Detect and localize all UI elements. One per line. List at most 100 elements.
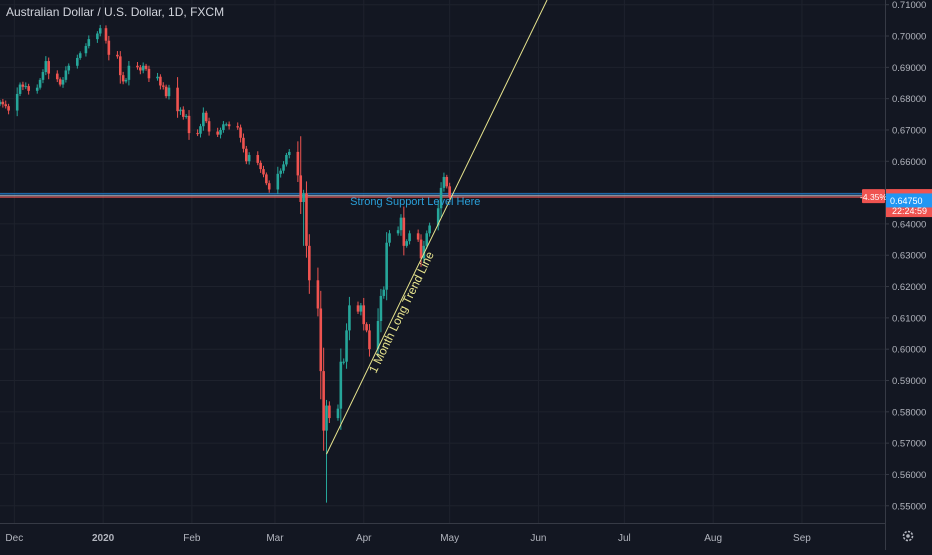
candle-body [245,148,248,162]
candle [267,180,271,193]
candle-body [78,53,82,58]
support-lines [0,193,885,198]
candle-body [127,65,131,80]
candle [382,286,386,299]
candle [35,84,39,94]
candle-body [207,121,211,132]
candle [236,122,240,130]
candle-body [156,76,159,79]
price-tick-label: 0.69000 [892,63,926,74]
candle-body [184,115,188,117]
candle-body [176,87,179,112]
candle-body [161,85,165,87]
candle-body [136,65,139,68]
candle-body [276,173,280,190]
candle [296,141,300,182]
candle-body [61,79,65,85]
candle [428,222,431,237]
candle-body [322,371,325,431]
candle [136,62,139,70]
candle [388,230,391,247]
candle-body [47,61,50,74]
candle [379,288,383,333]
candle [147,65,151,82]
candle-body [84,46,88,54]
candle [159,74,162,90]
candle-body [396,230,400,234]
candle-body [267,183,271,190]
candle-body [368,330,371,350]
time-axis: Dec 2020 Feb Mar Apr May Jun Jul Aug Sep [0,523,885,550]
candle-body [18,84,22,94]
candle-body [282,164,285,171]
candle [448,182,451,202]
candle-body [428,225,431,234]
time-axis-background [0,523,885,550]
candle-body [265,174,268,184]
candle-body [118,56,122,76]
candle [348,296,351,341]
candle-body [27,86,30,91]
candle [362,297,366,331]
time-tick-label: Jul [618,533,631,544]
candle [167,84,171,100]
candle-body [442,176,446,188]
candle [164,84,168,99]
change-label-bg [862,189,885,204]
candle [356,301,360,314]
candle-body [356,305,360,312]
candle [247,152,251,165]
gear-hub [906,534,910,538]
candle-body [67,65,71,71]
candle [328,401,331,424]
candle-body [41,72,45,80]
candle-body [405,241,408,246]
candle [41,69,45,84]
candle-body [124,79,128,82]
price-tick-label: 0.56000 [892,470,926,481]
candle [385,232,388,301]
candle-body [425,233,429,246]
candle [336,404,340,421]
candle-body [402,217,406,246]
candle [325,399,328,503]
candle-body [139,67,142,71]
candle-body [382,289,386,296]
candle-body [196,133,199,135]
candle [182,106,185,120]
candle [47,57,50,80]
candle [408,230,411,245]
candle-body [262,169,265,175]
candle-body [388,233,391,243]
candle-body [0,101,2,105]
grid [0,0,885,523]
time-tick-label: Feb [183,533,201,544]
candle-body [299,175,303,202]
candle [422,240,426,263]
candle [144,63,148,71]
candle-body [76,57,79,66]
candle [202,107,205,131]
candle [396,226,400,236]
candle-body [285,155,288,165]
candle-body [58,79,62,85]
candle [139,64,142,75]
candle-body [436,208,440,226]
candle [124,77,128,84]
candle-body [35,87,39,91]
candle [216,127,219,138]
candle-body [182,109,185,117]
candle-body [408,233,411,242]
candle-body [385,242,388,290]
settings-gear-icon[interactable] [902,530,914,542]
candle [141,62,145,74]
candle-body [167,87,171,97]
candle [207,117,211,136]
candle [368,324,371,357]
price-tick-label: 0.67000 [892,125,926,136]
candle [287,149,291,159]
price-tick-label: 0.57000 [892,439,926,450]
price-axis: 0.71000 0.70000 0.69000 0.68000 0.67000 0.660… [885,0,932,550]
